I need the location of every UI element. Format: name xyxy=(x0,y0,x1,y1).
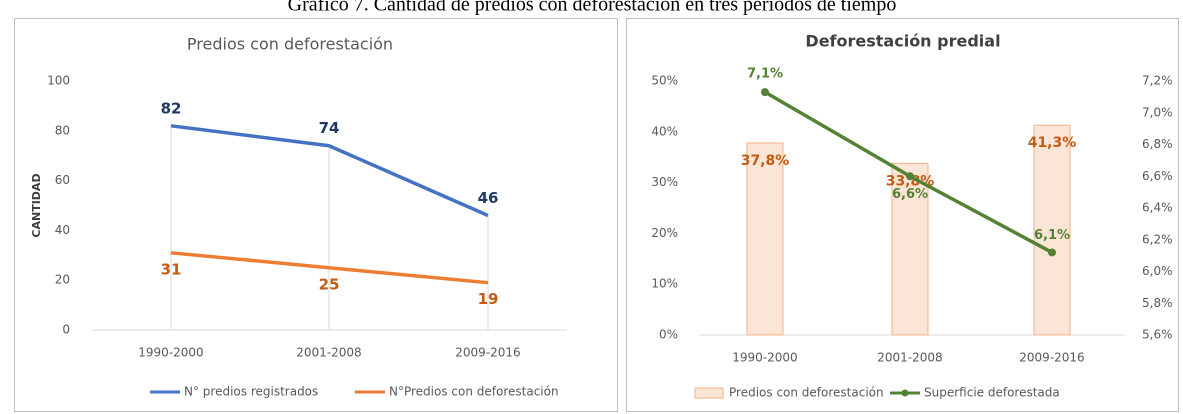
data-label: 46 xyxy=(478,189,499,207)
legend-label: Predios con deforestación xyxy=(729,386,884,400)
chart-frame xyxy=(626,18,1179,412)
y-tick-label: 40% xyxy=(651,124,678,138)
caption: Gráfico 7. Cantidad de predios con defor… xyxy=(288,0,897,16)
data-label: 33,8% xyxy=(886,173,935,189)
y-tick-label: 20 xyxy=(55,273,70,287)
y2-tick-label: 6,4% xyxy=(1142,201,1173,215)
data-label: 6,1% xyxy=(1034,228,1070,243)
y-tick-label: 60 xyxy=(55,173,70,187)
legend-swatch xyxy=(694,387,724,399)
legend-label: N° predios registrados xyxy=(184,385,318,399)
y-tick-label: 30% xyxy=(651,175,678,189)
data-label: 25 xyxy=(319,275,340,293)
y2-tick-label: 6,6% xyxy=(1142,169,1173,183)
legend-label: N°Predios con deforestación xyxy=(389,385,559,399)
x-tick-label: 2009-2016 xyxy=(455,346,520,360)
y2-tick-label: 7,2% xyxy=(1142,74,1173,88)
legend-label: Superficie deforestada xyxy=(924,386,1060,400)
y-tick-label: 50% xyxy=(651,74,678,88)
y-tick-label: 0% xyxy=(659,328,678,342)
point xyxy=(906,172,914,181)
data-label: 19 xyxy=(478,290,499,308)
legend-swatch xyxy=(901,389,909,397)
chart-frame xyxy=(14,18,618,412)
y2-tick-label: 6,2% xyxy=(1142,232,1173,246)
y-tick-label: 0 xyxy=(62,323,70,337)
y2-tick-label: 5,8% xyxy=(1142,296,1173,310)
data-label: 31 xyxy=(161,260,182,278)
chart-title: Deforestación predial xyxy=(805,32,1000,51)
y2-tick-label: 6,8% xyxy=(1142,137,1173,151)
y-tick-label: 80 xyxy=(55,123,70,137)
y-axis-label: CANTIDAD xyxy=(30,173,43,237)
data-label: 37,8% xyxy=(741,153,790,169)
x-tick-label: 1990-2000 xyxy=(732,351,797,365)
chart-title: Predios con deforestación xyxy=(187,35,393,54)
data-label: 7,1% xyxy=(747,67,783,82)
y-tick-label: 20% xyxy=(651,226,678,240)
y-tick-label: 10% xyxy=(651,277,678,291)
y2-tick-label: 7,0% xyxy=(1142,105,1173,119)
bar xyxy=(746,142,784,336)
point xyxy=(1048,248,1056,257)
x-tick-label: 2001-2008 xyxy=(296,346,361,360)
y-tick-label: 40 xyxy=(55,223,70,237)
x-tick-label: 1990-2000 xyxy=(138,346,203,360)
x-tick-label: 2009-2016 xyxy=(1019,351,1084,365)
y2-tick-label: 5,6% xyxy=(1142,328,1173,342)
data-label: 41,3% xyxy=(1028,135,1077,151)
data-label: 74 xyxy=(319,119,340,137)
data-label: 82 xyxy=(161,99,182,117)
line xyxy=(170,251,489,285)
line xyxy=(170,124,489,218)
x-tick-label: 2001-2008 xyxy=(877,351,942,365)
bar xyxy=(1033,124,1071,336)
y2-tick-label: 6,0% xyxy=(1142,264,1173,278)
bar xyxy=(891,162,929,336)
point xyxy=(761,88,769,97)
data-label: 6,6% xyxy=(892,187,928,202)
y-tick-label: 100 xyxy=(47,74,70,88)
